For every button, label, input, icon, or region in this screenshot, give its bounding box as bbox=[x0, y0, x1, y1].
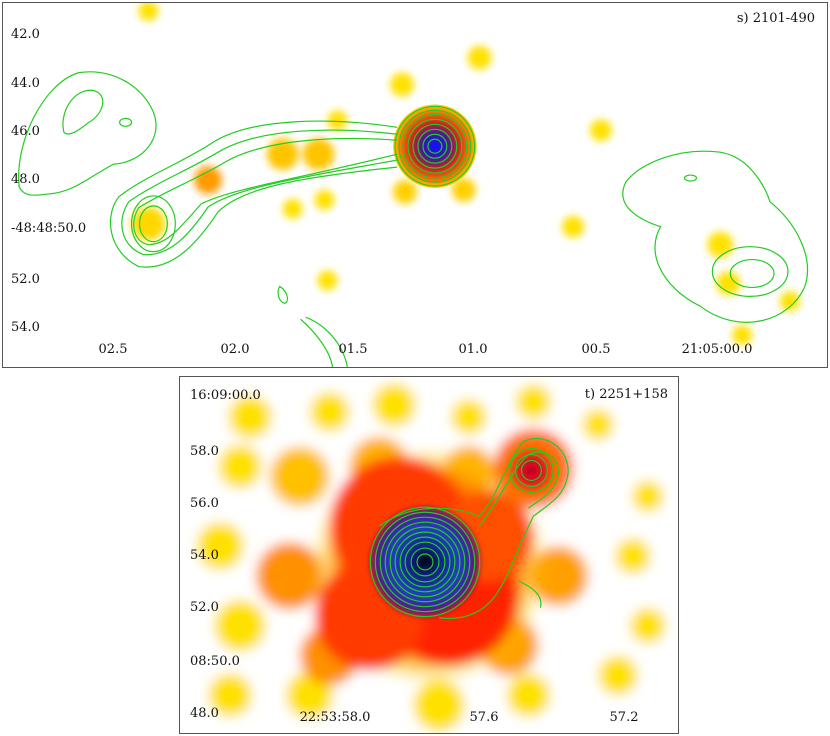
y-tick: 44.0 bbox=[11, 76, 40, 91]
panel-label: t) 2251+158 bbox=[584, 387, 668, 402]
x-tick: 21:05:00.0 bbox=[681, 342, 753, 357]
core-source bbox=[393, 104, 477, 188]
jet-knot bbox=[507, 446, 556, 495]
y-tick: 46.0 bbox=[11, 124, 40, 139]
panel-2101-490: 42.0 44.0 46.0 48.0 -48:48:50.0 52.0 54.… bbox=[2, 2, 828, 368]
y-tick: 48.0 bbox=[190, 706, 219, 721]
y-tick: 54.0 bbox=[11, 320, 40, 335]
y-tick: -48:48:50.0 bbox=[11, 221, 87, 236]
xray-radio-overlay-2101-490 bbox=[18, 3, 809, 367]
radio-contours bbox=[18, 71, 809, 367]
xray-radio-overlay-2251+158 bbox=[180, 377, 678, 733]
xray-diffuse-emission bbox=[180, 377, 678, 733]
y-tick: 52.0 bbox=[190, 600, 219, 615]
y-tick: 56.0 bbox=[190, 496, 219, 511]
y-tick: 52.0 bbox=[11, 272, 40, 287]
core-source bbox=[370, 507, 480, 617]
x-tick: 02.0 bbox=[220, 342, 250, 357]
x-tick: 01.0 bbox=[458, 342, 488, 357]
xray-emission-blobs bbox=[131, 3, 800, 346]
y-tick: 16:09:00.0 bbox=[190, 388, 261, 403]
radio-contours bbox=[369, 437, 569, 619]
panel-2251+158: 16:09:00.0 58.0 56.0 54.0 52.0 08:50.0 4… bbox=[179, 376, 679, 734]
x-tick: 57.2 bbox=[609, 710, 639, 725]
x-tick: 22:53:58.0 bbox=[299, 710, 371, 725]
y-tick: 42.0 bbox=[11, 27, 40, 42]
panel-label: s) 2101-490 bbox=[736, 11, 815, 26]
x-tick: 00.5 bbox=[581, 342, 611, 357]
y-tick: 08:50.0 bbox=[190, 654, 240, 669]
x-tick: 01.5 bbox=[338, 342, 368, 357]
x-tick: 57.6 bbox=[469, 710, 499, 725]
x-tick: 02.5 bbox=[98, 342, 128, 357]
y-tick: 54.0 bbox=[190, 548, 219, 563]
y-tick: 58.0 bbox=[190, 444, 219, 459]
y-tick: 48.0 bbox=[11, 172, 40, 187]
